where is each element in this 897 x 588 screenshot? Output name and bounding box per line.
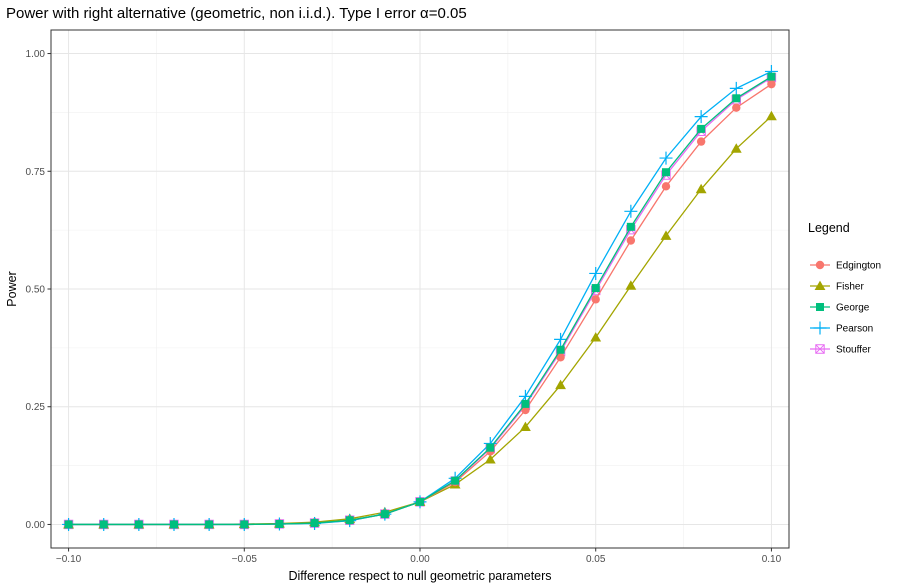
legend-item-stouffer: Stouffer (810, 344, 872, 356)
point-pearson (589, 266, 603, 280)
point-george (345, 516, 354, 525)
point-george (416, 497, 424, 506)
point-george (662, 168, 670, 177)
point-edgington (696, 137, 706, 146)
point-edgington (626, 236, 636, 245)
point-george (521, 399, 530, 408)
legend: Legend Edgington Fisher George Pearson Stouf… (808, 221, 881, 356)
legend-label-stouffer: Stouffer (836, 345, 872, 356)
point-fisher (660, 230, 672, 240)
point-fisher (625, 280, 637, 290)
y-tick-label: 0.75 (26, 167, 46, 178)
point-pearson (624, 204, 638, 218)
point-george (451, 476, 460, 485)
chart-title: Power with right alternative (geometric,… (6, 5, 467, 22)
legend-key-pearson (813, 321, 827, 335)
point-edgington (767, 79, 776, 89)
point-george (240, 520, 249, 529)
point-edgington (591, 295, 600, 304)
point-george (64, 520, 73, 529)
legend-key-stouffer (815, 344, 825, 354)
point-fisher (590, 332, 602, 342)
legend-item-edgington: Edgington (810, 261, 881, 272)
legend-title: Legend (808, 221, 850, 235)
x-tick-label: 0.05 (586, 554, 606, 565)
y-tick-label: 0.00 (26, 520, 46, 531)
point-george (275, 519, 284, 528)
series-george (64, 72, 776, 529)
point-george (486, 443, 495, 452)
legend-label-george: George (836, 303, 870, 314)
grid-lines (51, 30, 789, 548)
legend-item-fisher: Fisher (810, 280, 864, 293)
point-george (591, 284, 600, 293)
point-fisher (730, 143, 742, 153)
point-george (205, 520, 214, 529)
point-george (380, 510, 389, 519)
point-edgington (521, 405, 530, 415)
point-fisher (766, 110, 777, 121)
point-pearson (729, 81, 743, 95)
point-pearson (694, 110, 708, 124)
legend-item-george: George (810, 303, 870, 314)
point-george (170, 520, 178, 529)
axes: −0.10 −0.05 0.00 0.05 0.10 0.00 0.25 0.50 0.75 1.… (26, 49, 782, 565)
point-fisher (520, 421, 531, 432)
point-pearson (659, 151, 673, 165)
point-edgington (732, 103, 741, 112)
x-tick-label: 0.10 (762, 554, 782, 565)
legend-key-edgington (815, 260, 825, 270)
point-fisher (484, 454, 496, 464)
point-george (767, 72, 776, 81)
y-tick-label: 1.00 (26, 49, 46, 60)
point-george (99, 520, 108, 529)
point-edgington (661, 182, 671, 191)
point-george (697, 124, 706, 133)
y-axis-title: Power (5, 271, 19, 306)
legend-label-fisher: Fisher (836, 282, 864, 293)
y-tick-label: 0.50 (26, 285, 46, 296)
series-layer (62, 64, 778, 531)
point-fisher (555, 379, 566, 390)
point-pearson (554, 332, 568, 346)
point-george (134, 520, 143, 529)
point-fisher (695, 183, 707, 194)
point-george (310, 519, 319, 528)
point-george (556, 345, 565, 354)
legend-key-fisher (814, 280, 826, 291)
legend-label-edgington: Edgington (836, 261, 881, 272)
point-edgington (556, 353, 565, 362)
legend-item-pearson: Pearson (810, 321, 873, 335)
x-tick-label: −0.05 (232, 554, 258, 565)
x-tick-label: 0.00 (410, 554, 430, 565)
y-tick-label: 0.25 (26, 402, 46, 413)
point-george (626, 222, 635, 231)
x-axis-title: Difference respect to null geometric par… (288, 569, 551, 583)
point-george (732, 94, 741, 103)
x-tick-label: −0.10 (56, 554, 82, 565)
legend-key-george (816, 303, 824, 311)
legend-label-pearson: Pearson (836, 324, 873, 335)
